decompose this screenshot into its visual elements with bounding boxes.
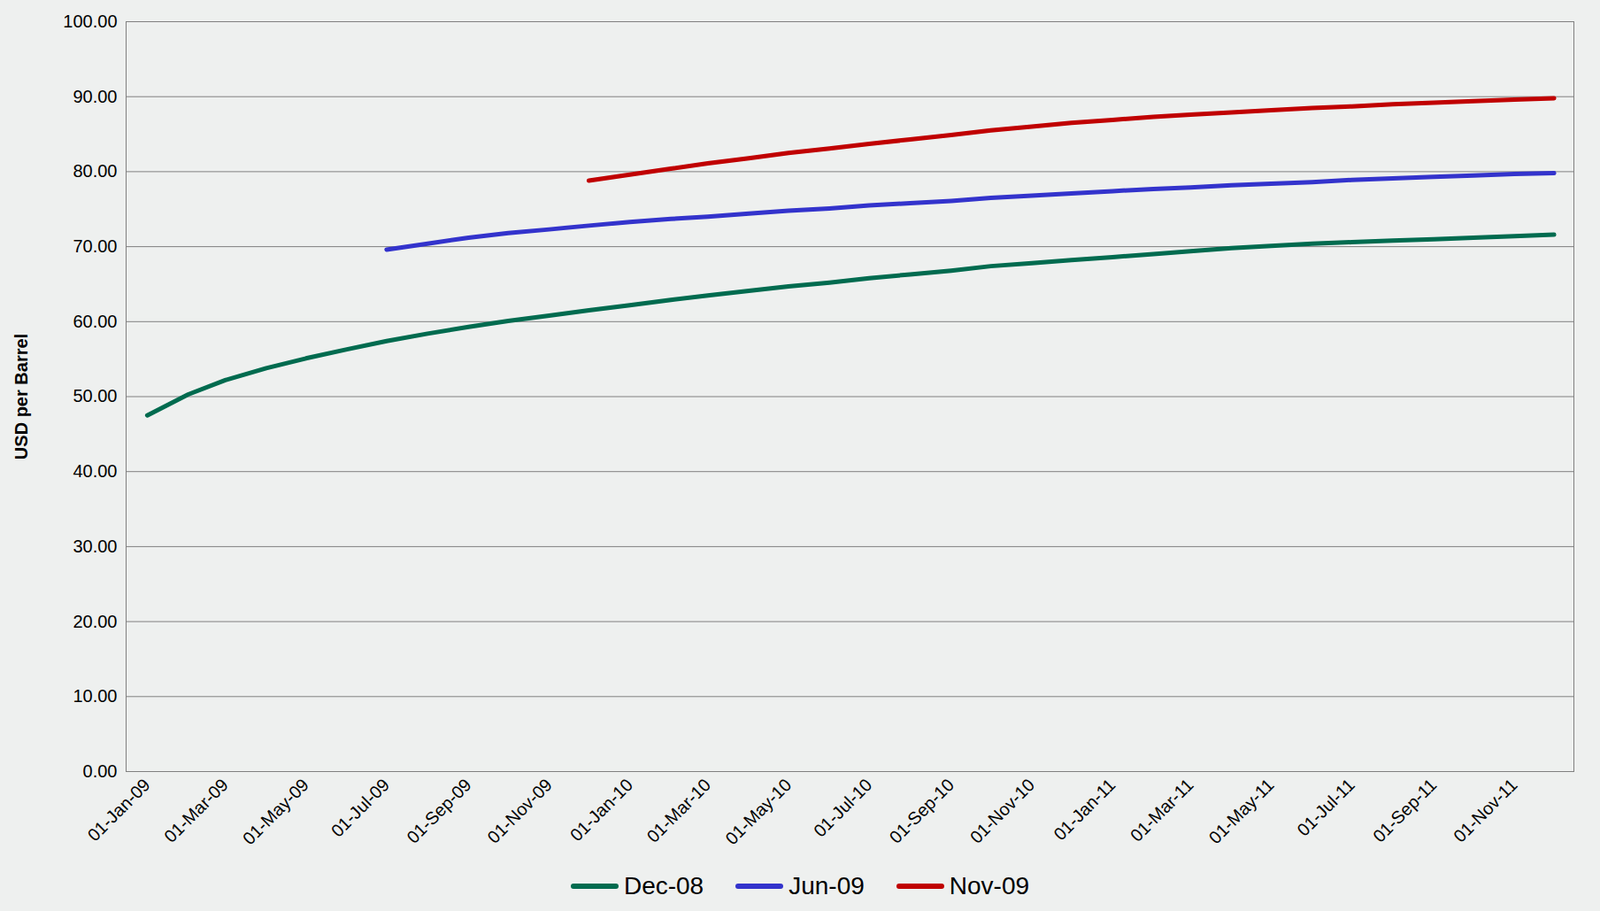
html-text:Dec-08: Dec-08 bbox=[623, 871, 704, 900]
svg-text:90.00: 90.00 bbox=[72, 86, 117, 107]
svg-text:01-Sep-10: 01-Sep-10 bbox=[885, 774, 959, 847]
svg-text:100.00: 100.00 bbox=[62, 11, 117, 31]
svg-text:20.00: 20.00 bbox=[72, 611, 117, 631]
svg-text:40.00: 40.00 bbox=[72, 461, 117, 481]
svg-text:01-Nov-10: 01-Nov-10 bbox=[966, 774, 1039, 847]
svg-text:01-Sep-09: 01-Sep-09 bbox=[402, 774, 476, 847]
svg-text:01-May-10: 01-May-10 bbox=[721, 774, 795, 848]
svg-text:60.00: 60.00 bbox=[72, 311, 117, 331]
svg-text:01-Jul-11: 01-Jul-11 bbox=[1292, 774, 1358, 839]
svg-text:0.00: 0.00 bbox=[83, 761, 118, 781]
svg-text:01-Mar-10: 01-Mar-10 bbox=[642, 774, 715, 847]
html-text:Nov-09: Nov-09 bbox=[949, 871, 1030, 900]
html-text:Jun-09: Jun-09 bbox=[788, 871, 865, 900]
svg-text:01-Jul-09: 01-Jul-09 bbox=[327, 774, 394, 841]
svg-text:01-May-11: 01-May-11 bbox=[1205, 774, 1278, 847]
svg-text:01-Jan-09: 01-Jan-09 bbox=[84, 774, 154, 845]
svg-text:01-May-09: 01-May-09 bbox=[238, 774, 313, 848]
svg-text:01-Nov-09: 01-Nov-09 bbox=[483, 774, 556, 847]
svg-text:30.00: 30.00 bbox=[72, 536, 117, 556]
svg-text:50.00: 50.00 bbox=[72, 385, 117, 406]
svg-text:01-Jul-10: 01-Jul-10 bbox=[809, 774, 877, 841]
svg-text:01-Jan-10: 01-Jan-10 bbox=[566, 774, 637, 845]
svg-text:01-Mar-09: 01-Mar-09 bbox=[160, 774, 232, 847]
svg-text:01-Mar-11: 01-Mar-11 bbox=[1126, 774, 1198, 846]
svg-text:70.00: 70.00 bbox=[72, 236, 117, 256]
svg-text:01-Sep-11: 01-Sep-11 bbox=[1369, 774, 1441, 847]
svg-text:80.00: 80.00 bbox=[72, 161, 117, 181]
svg-text:01-Jan-11: 01-Jan-11 bbox=[1049, 774, 1119, 844]
svg-text:USD per Barrel: USD per Barrel bbox=[11, 333, 31, 460]
svg-text:10.00: 10.00 bbox=[72, 685, 117, 706]
svg-text:01-Nov-11: 01-Nov-11 bbox=[1449, 774, 1522, 847]
